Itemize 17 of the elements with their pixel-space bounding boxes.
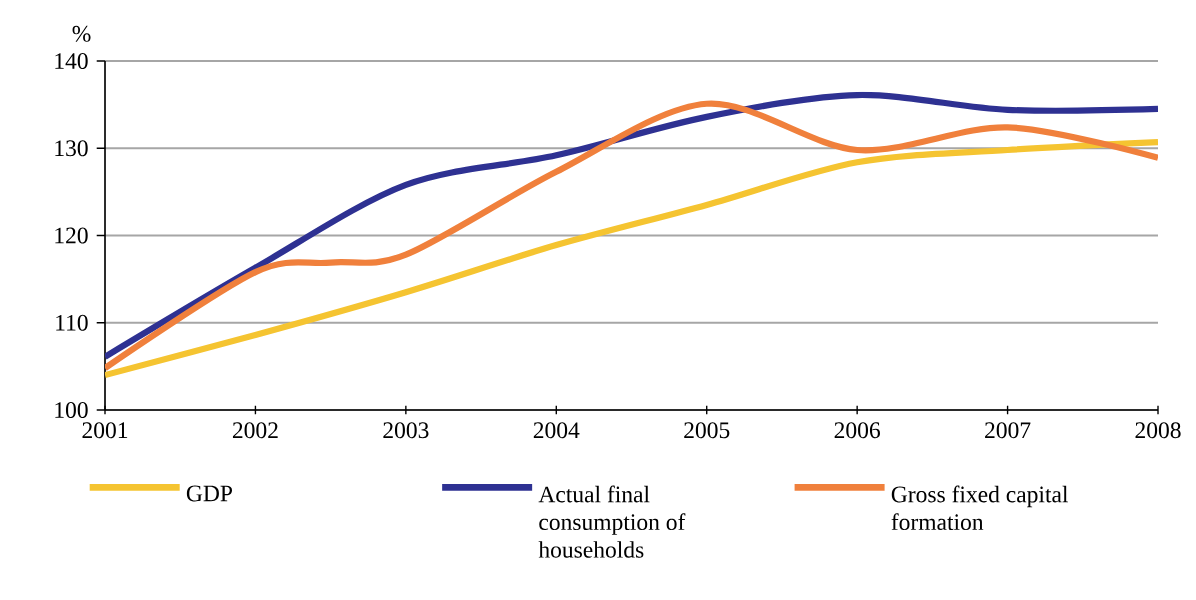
legend-label: Actual final consumption of households xyxy=(538,485,686,558)
x-tick-label: 2004 xyxy=(533,422,580,439)
y-axis-title: % xyxy=(72,25,91,42)
y-tick-label: 110 xyxy=(56,314,88,331)
legend-label: Gross fixed capital formation xyxy=(891,485,1069,531)
x-tick-label: 2005 xyxy=(684,422,730,439)
x-tick-label: 2008 xyxy=(1135,422,1181,439)
y-tick-label: 120 xyxy=(55,227,88,244)
legend-label: GDP xyxy=(186,485,233,502)
x-tick-label: 2003 xyxy=(383,422,429,439)
y-tick-label: 100 xyxy=(55,402,88,418)
x-tick-label: 2006 xyxy=(834,422,880,439)
x-tick-label: 2002 xyxy=(232,422,278,439)
x-tick-label: 2001 xyxy=(82,422,128,439)
x-tick-label: 2007 xyxy=(985,422,1031,439)
y-tick-label: 140 xyxy=(55,53,88,69)
y-tick-label: 130 xyxy=(55,140,88,157)
